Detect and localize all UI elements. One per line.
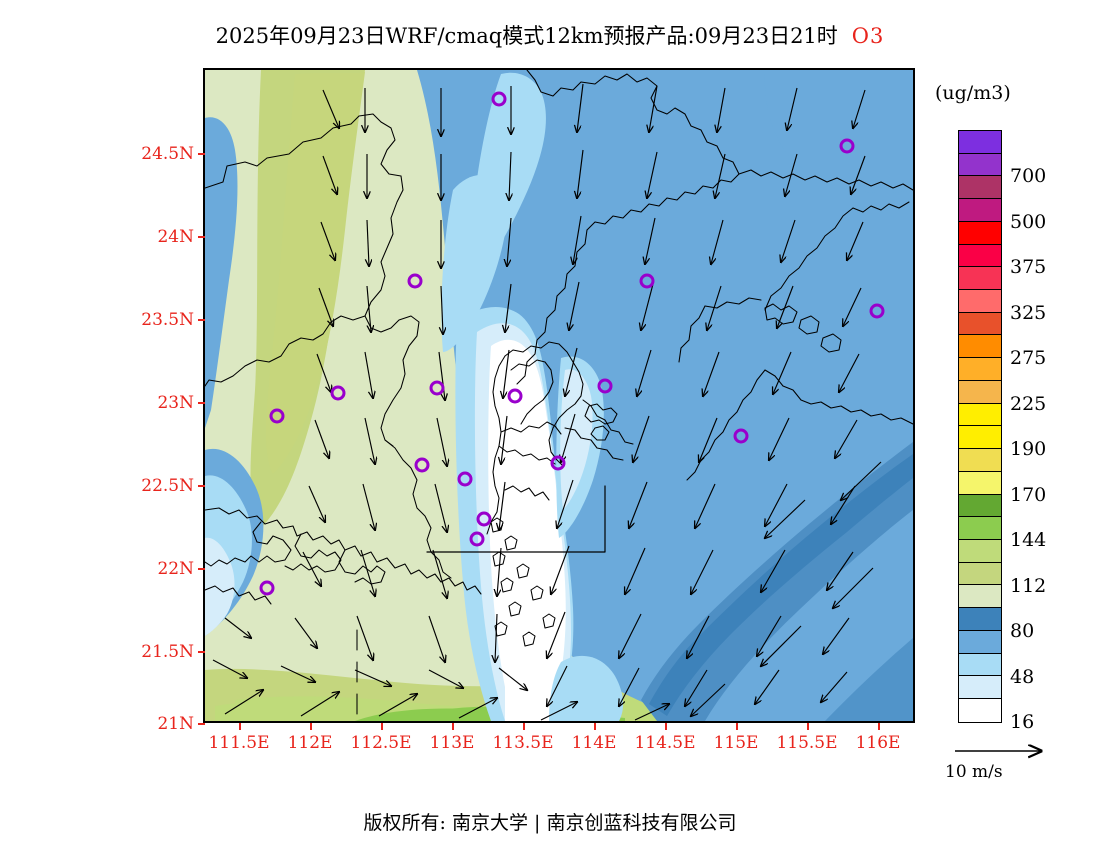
y-axis-label: 22N <box>157 559 194 579</box>
colorbar-label: 325 <box>1010 301 1047 324</box>
x-tick <box>452 723 454 730</box>
x-axis-label: 113E <box>429 733 475 753</box>
x-axis: 111.5E 112E 112.5E 113E 113.5E 114E 114.… <box>203 723 915 763</box>
y-axis-label: 21.5N <box>141 642 194 662</box>
colorbar-label: 275 <box>1010 347 1047 370</box>
y-tick <box>198 723 205 725</box>
y-tick <box>198 651 205 653</box>
y-tick <box>198 568 205 570</box>
colorbar-cell <box>959 653 1001 677</box>
x-axis-label: 114E <box>571 733 617 753</box>
colorbar-units: (ug/m3) <box>935 82 1011 104</box>
x-tick <box>523 723 525 730</box>
y-tick <box>198 153 205 155</box>
x-axis-label: 113.5E <box>492 733 554 753</box>
colorbar-cell <box>959 335 1001 359</box>
y-tick <box>198 485 205 487</box>
x-tick <box>736 723 738 730</box>
colorbar-cell <box>959 380 1001 404</box>
x-axis-label: 116E <box>855 733 901 753</box>
colorbar-cell <box>959 471 1001 495</box>
copyright-footer: 版权所有: 南京大学 | 南京创蓝科技有限公司 <box>363 812 737 834</box>
y-axis-label: 24N <box>157 227 194 247</box>
colorbar-label: 225 <box>1010 392 1047 415</box>
colorbar-label: 500 <box>1010 210 1047 233</box>
colorbar-cell <box>959 176 1001 200</box>
y-axis-label: 23.5N <box>141 310 194 330</box>
x-tick <box>381 723 383 730</box>
colorbar-cell <box>959 358 1001 381</box>
x-axis-label: 111.5E <box>208 733 270 753</box>
x-tick <box>594 723 596 730</box>
map-contour-canvas <box>205 70 913 721</box>
y-axis-label: 23N <box>157 393 194 413</box>
colorbar-cell <box>959 221 1001 245</box>
colorbar-cell <box>959 449 1001 472</box>
colorbar-cell <box>959 517 1001 540</box>
y-axis: 24.5N 24N 23.5N 23N 22.5N 22N 21.5N 21N <box>110 68 205 734</box>
colorbar-label: 144 <box>1010 529 1047 552</box>
colorbar-cell <box>959 199 1001 222</box>
x-tick <box>239 723 241 730</box>
colorbar-label: 48 <box>1010 665 1035 688</box>
x-tick <box>878 723 880 730</box>
colorbar-cell <box>959 244 1001 268</box>
colorbar-cell <box>959 676 1001 699</box>
x-tick <box>665 723 667 730</box>
colorbar-label: 16 <box>1010 711 1035 733</box>
y-tick <box>198 319 205 321</box>
colorbar-cell <box>959 608 1001 631</box>
colorbar[interactable] <box>958 130 1002 723</box>
wind-arrow-icon <box>955 740 1073 762</box>
x-axis-label: 114.5E <box>634 733 696 753</box>
colorbar-label: 80 <box>1010 620 1035 643</box>
colorbar-cell <box>959 698 1001 722</box>
wind-scale-label: 10 m/s <box>945 762 1003 782</box>
x-axis-label: 115.5E <box>776 733 838 753</box>
y-axis-label: 22.5N <box>141 476 194 496</box>
colorbar-label: 190 <box>1010 438 1047 461</box>
colorbar-cell <box>959 267 1001 291</box>
x-axis-label: 112E <box>287 733 333 753</box>
colorbar-cell <box>959 312 1001 336</box>
y-axis-label: 21N <box>157 714 194 734</box>
colorbar-label: 700 <box>1010 165 1047 188</box>
colorbar-cell <box>959 562 1001 586</box>
colorbar-cell <box>959 585 1001 609</box>
colorbar-cell <box>959 131 1001 154</box>
page-title: 2025年09月23日WRF/cmaq模式12km预报产品:09月23日21时 O… <box>0 20 1100 50</box>
y-tick <box>198 236 205 238</box>
forecast-map[interactable] <box>203 68 915 723</box>
colorbar-label: 112 <box>1010 574 1047 597</box>
colorbar-cell <box>959 494 1001 518</box>
title-text: 2025年09月23日WRF/cmaq模式12km预报产品:09月23日21时 <box>215 24 838 48</box>
colorbar-cell <box>959 290 1001 313</box>
x-tick <box>310 723 312 730</box>
colorbar-label: 170 <box>1010 483 1047 506</box>
x-tick <box>807 723 809 730</box>
colorbar-cell <box>959 630 1001 654</box>
x-axis-label: 112.5E <box>350 733 412 753</box>
colorbar-cell <box>959 153 1001 177</box>
wind-scale: 10 m/s <box>945 740 1075 785</box>
x-axis-label: 115E <box>713 733 759 753</box>
colorbar-label: 375 <box>1010 256 1047 279</box>
colorbar-cell <box>959 539 1001 563</box>
colorbar-cell <box>959 426 1001 450</box>
y-axis-label: 24.5N <box>141 144 194 164</box>
species-label: O3 <box>851 24 885 48</box>
y-tick <box>198 402 205 404</box>
colorbar-cell <box>959 403 1001 427</box>
